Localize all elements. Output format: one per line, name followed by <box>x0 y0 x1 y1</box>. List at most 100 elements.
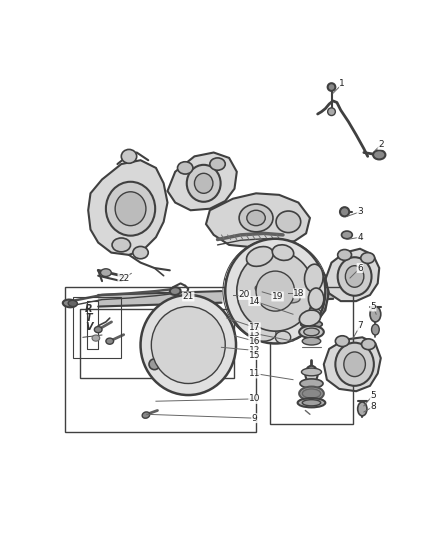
Text: 16: 16 <box>249 337 260 346</box>
Ellipse shape <box>106 182 155 236</box>
Text: 3: 3 <box>357 207 363 216</box>
Ellipse shape <box>151 306 225 384</box>
Ellipse shape <box>145 324 152 330</box>
Ellipse shape <box>361 253 374 263</box>
Ellipse shape <box>142 412 150 418</box>
Ellipse shape <box>346 265 364 287</box>
Ellipse shape <box>187 165 221 202</box>
Ellipse shape <box>338 257 371 296</box>
Text: 15: 15 <box>249 351 260 360</box>
Text: 5: 5 <box>370 302 376 311</box>
Ellipse shape <box>160 338 167 344</box>
Ellipse shape <box>133 246 148 259</box>
Ellipse shape <box>237 251 314 331</box>
Ellipse shape <box>301 368 321 376</box>
Ellipse shape <box>272 245 294 261</box>
Ellipse shape <box>371 324 379 335</box>
Ellipse shape <box>361 339 375 350</box>
Ellipse shape <box>302 400 321 406</box>
Ellipse shape <box>301 320 322 328</box>
Text: R: R <box>85 304 93 314</box>
Ellipse shape <box>298 398 325 407</box>
Circle shape <box>328 83 336 91</box>
Text: 22: 22 <box>118 273 129 282</box>
Ellipse shape <box>225 239 325 343</box>
Polygon shape <box>325 249 379 301</box>
Ellipse shape <box>305 306 318 322</box>
Ellipse shape <box>304 264 323 292</box>
Ellipse shape <box>256 271 294 311</box>
Bar <box>81 309 234 378</box>
Polygon shape <box>324 337 381 391</box>
Bar <box>65 287 256 432</box>
Text: 13: 13 <box>249 329 260 338</box>
Ellipse shape <box>302 337 321 345</box>
Polygon shape <box>206 193 310 247</box>
Ellipse shape <box>63 300 77 308</box>
Ellipse shape <box>305 366 318 383</box>
Circle shape <box>328 108 336 116</box>
Ellipse shape <box>100 269 111 277</box>
Text: 5: 5 <box>370 391 376 400</box>
Ellipse shape <box>299 386 324 400</box>
Text: 6: 6 <box>357 263 363 272</box>
Circle shape <box>149 359 160 370</box>
Ellipse shape <box>177 161 193 174</box>
Ellipse shape <box>276 331 291 343</box>
Text: 10: 10 <box>249 394 260 403</box>
Ellipse shape <box>94 327 102 333</box>
Text: 8: 8 <box>370 402 376 411</box>
Ellipse shape <box>304 328 319 336</box>
Ellipse shape <box>276 211 301 232</box>
Text: 2: 2 <box>378 140 384 149</box>
Ellipse shape <box>299 310 321 326</box>
Text: 21: 21 <box>183 292 194 301</box>
Ellipse shape <box>121 149 137 163</box>
Ellipse shape <box>194 173 213 193</box>
Ellipse shape <box>141 295 236 395</box>
Polygon shape <box>167 152 237 210</box>
Text: 9: 9 <box>251 414 258 423</box>
Ellipse shape <box>308 288 324 310</box>
Ellipse shape <box>92 335 100 341</box>
Ellipse shape <box>115 192 146 225</box>
Text: 7: 7 <box>357 321 363 330</box>
Text: 11: 11 <box>249 369 260 378</box>
Ellipse shape <box>239 204 273 232</box>
Ellipse shape <box>112 238 131 252</box>
Ellipse shape <box>170 287 180 295</box>
Ellipse shape <box>210 158 225 170</box>
Polygon shape <box>88 160 167 255</box>
Polygon shape <box>227 245 329 341</box>
Ellipse shape <box>300 379 323 388</box>
Text: 14: 14 <box>249 297 260 305</box>
Text: 18: 18 <box>293 289 305 298</box>
Text: V: V <box>85 322 93 332</box>
Ellipse shape <box>342 231 352 239</box>
Ellipse shape <box>358 402 367 416</box>
Ellipse shape <box>344 352 365 377</box>
Ellipse shape <box>106 338 113 344</box>
Ellipse shape <box>373 150 385 159</box>
Bar <box>270 287 353 424</box>
Text: 20: 20 <box>239 290 250 300</box>
Text: 17: 17 <box>249 323 260 332</box>
Ellipse shape <box>247 247 273 266</box>
Ellipse shape <box>370 306 381 322</box>
Ellipse shape <box>255 284 300 303</box>
Ellipse shape <box>302 389 321 398</box>
Ellipse shape <box>251 326 276 341</box>
Circle shape <box>340 207 349 216</box>
Ellipse shape <box>247 210 265 225</box>
Ellipse shape <box>336 336 349 346</box>
Text: 4: 4 <box>357 233 363 241</box>
Text: 1: 1 <box>339 79 345 88</box>
Ellipse shape <box>299 326 324 338</box>
Ellipse shape <box>338 249 352 260</box>
Text: T: T <box>86 313 92 323</box>
Bar <box>73 296 120 358</box>
Text: 19: 19 <box>272 292 283 301</box>
Ellipse shape <box>336 343 374 386</box>
Ellipse shape <box>68 300 78 306</box>
Text: 12: 12 <box>249 346 260 355</box>
